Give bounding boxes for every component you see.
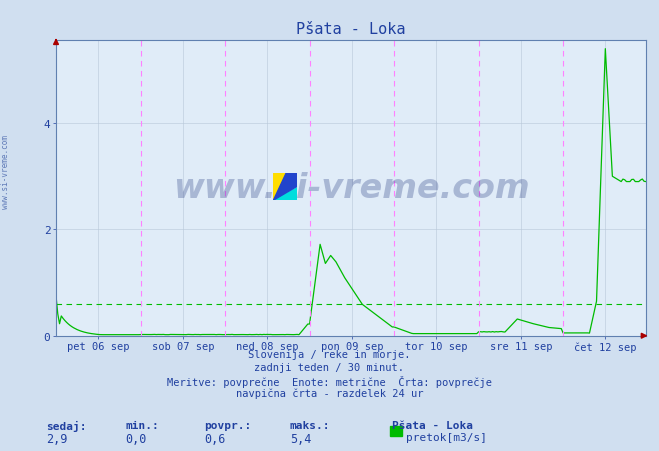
Text: Slovenija / reke in morje.: Slovenija / reke in morje.	[248, 350, 411, 359]
Polygon shape	[273, 174, 297, 201]
Text: min.:: min.:	[125, 420, 159, 430]
Text: 0,0: 0,0	[125, 432, 146, 445]
Text: Meritve: povprečne  Enote: metrične  Črta: povprečje: Meritve: povprečne Enote: metrične Črta:…	[167, 375, 492, 387]
Text: zadnji teden / 30 minut.: zadnji teden / 30 minut.	[254, 362, 405, 372]
Text: navpična črta - razdelek 24 ur: navpična črta - razdelek 24 ur	[236, 387, 423, 398]
Text: www.si-vreme.com: www.si-vreme.com	[173, 172, 529, 205]
Text: maks.:: maks.:	[290, 420, 330, 430]
Polygon shape	[273, 187, 297, 201]
Text: 0,6: 0,6	[204, 432, 225, 445]
Text: 2,9: 2,9	[46, 432, 67, 445]
Text: www.si-vreme.com: www.si-vreme.com	[1, 134, 10, 208]
Text: 5,4: 5,4	[290, 432, 311, 445]
Text: Pšata - Loka: Pšata - Loka	[392, 420, 473, 430]
Title: Pšata - Loka: Pšata - Loka	[296, 22, 406, 37]
Text: povpr.:: povpr.:	[204, 420, 252, 430]
Polygon shape	[273, 174, 286, 201]
Text: pretok[m3/s]: pretok[m3/s]	[406, 432, 487, 442]
Text: sedaj:: sedaj:	[46, 420, 86, 431]
